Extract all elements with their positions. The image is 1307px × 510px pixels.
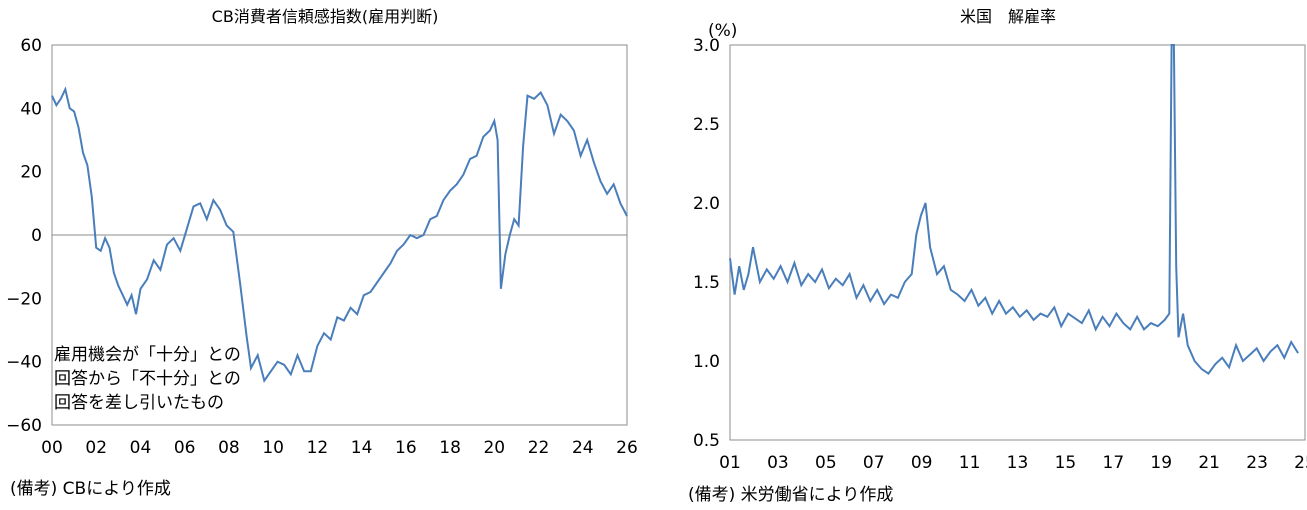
y-tick-label: 60 bbox=[20, 36, 42, 56]
x-tick-label: 04 bbox=[130, 438, 152, 458]
series-line bbox=[51, 86, 628, 384]
x-tick-label: 05 bbox=[815, 453, 837, 473]
y-axis-ticks: 60 40 20 0 −20 −40 −60 bbox=[6, 36, 42, 436]
y-tick-label: 1.5 bbox=[693, 273, 720, 293]
x-tick-label: 17 bbox=[1103, 453, 1125, 473]
x-tick-label: 13 bbox=[1007, 453, 1029, 473]
y-tick-label: 0 bbox=[31, 226, 42, 246]
x-tick-label: 10 bbox=[262, 438, 284, 458]
source-note: (備考) 米労働省により作成 bbox=[688, 485, 893, 505]
x-tick-label: 09 bbox=[911, 453, 933, 473]
x-tick-label: 06 bbox=[174, 438, 196, 458]
x-tick-label: 00 bbox=[41, 438, 63, 458]
x-tick-label: 08 bbox=[218, 438, 240, 458]
x-tick-label: 24 bbox=[572, 438, 594, 458]
annotation-line-2: 回答から「不十分」との bbox=[54, 369, 241, 389]
x-tick-label: 26 bbox=[616, 438, 638, 458]
x-axis-ticks: 01 03 05 07 09 11 13 15 17 19 21 23 25 bbox=[719, 453, 1307, 473]
x-tick-label: 22 bbox=[528, 438, 550, 458]
x-tick-label: 21 bbox=[1198, 453, 1220, 473]
y-tick-label: 3.0 bbox=[693, 36, 720, 56]
y-tick-label: 2.5 bbox=[693, 115, 720, 135]
y-tick-label: −40 bbox=[6, 353, 42, 373]
y-tick-label: 2.0 bbox=[693, 194, 720, 214]
annotation-line-1: 雇用機会が「十分」との bbox=[54, 345, 241, 365]
chart-cb-employment: CB消費者信頼感指数(雇用判断) 60 40 20 0 −20 −40 −60 00 02 04… bbox=[0, 0, 650, 506]
source-note: (備考) CBにより作成 bbox=[10, 479, 171, 499]
chart-cb-employment-svg: CB消費者信頼感指数(雇用判断) 60 40 20 0 −20 −40 −60 00 02 04… bbox=[6, 7, 638, 499]
x-tick-label: 03 bbox=[767, 453, 789, 473]
y-unit-label: (%) bbox=[708, 21, 737, 41]
y-tick-label: −20 bbox=[6, 289, 42, 309]
x-tick-label: 07 bbox=[863, 453, 885, 473]
x-tick-label: 02 bbox=[85, 438, 107, 458]
annotation-line-3: 回答を差し引いたもの bbox=[54, 393, 224, 413]
chart-us-layoff-rate-svg: 米国 解雇率 (%) 3.0 2.5 2.0 1.5 1.0 0.5 01 03 05 07 09… bbox=[688, 7, 1307, 505]
x-tick-label: 14 bbox=[351, 438, 373, 458]
x-tick-label: 12 bbox=[307, 438, 329, 458]
x-tick-label: 11 bbox=[959, 453, 981, 473]
x-tick-label: 19 bbox=[1150, 453, 1172, 473]
x-tick-label: 16 bbox=[395, 438, 417, 458]
y-tick-label: 1.0 bbox=[693, 352, 720, 372]
chart-title: CB消費者信頼感指数(雇用判断) bbox=[212, 7, 439, 26]
chart-us-layoff-rate: 米国 解雇率 (%) 3.0 2.5 2.0 1.5 1.0 0.5 01 03 05 07 09… bbox=[660, 0, 1307, 506]
x-tick-label: 01 bbox=[719, 453, 741, 473]
x-tick-label: 20 bbox=[483, 438, 505, 458]
plot-area bbox=[729, 44, 1306, 441]
y-tick-label: 40 bbox=[20, 99, 42, 119]
x-tick-label: 23 bbox=[1246, 453, 1268, 473]
chart-title: 米国 解雇率 bbox=[960, 7, 1056, 26]
series-line bbox=[729, 44, 1299, 375]
x-axis-ticks: 00 02 04 06 08 10 12 14 16 18 20 22 24 26 bbox=[41, 438, 638, 458]
x-tick-label: 15 bbox=[1055, 453, 1077, 473]
y-tick-label: −60 bbox=[6, 416, 42, 436]
y-axis-ticks: 3.0 2.5 2.0 1.5 1.0 0.5 bbox=[693, 36, 720, 451]
y-tick-label: 20 bbox=[20, 163, 42, 183]
y-tick-label: 0.5 bbox=[693, 431, 720, 451]
x-tick-label: 25 bbox=[1294, 453, 1307, 473]
x-tick-label: 18 bbox=[439, 438, 461, 458]
